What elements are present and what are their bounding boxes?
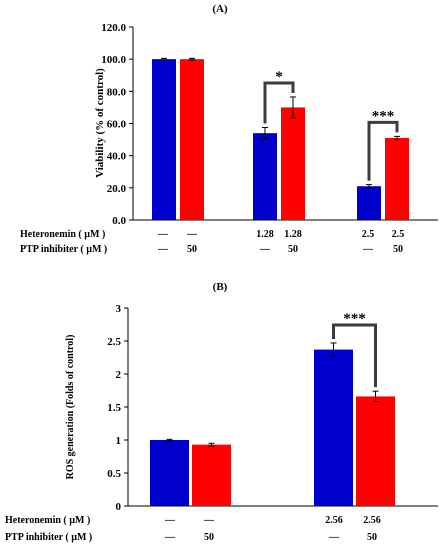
panel-b-treatment-value: — xyxy=(164,515,176,526)
panel-a-significance-marker: * xyxy=(275,69,283,85)
panel-b-bar-g1-blue xyxy=(150,440,189,506)
panel-a-ytick-label: 100.0 xyxy=(101,54,126,66)
panel-a-ytick-label: 0.0 xyxy=(112,215,126,227)
panel-b-treatment-value: 50 xyxy=(204,532,214,543)
panel-a-bar-g1-blue xyxy=(152,59,176,220)
panel-a-significance-bracket xyxy=(263,81,295,124)
panel-a-treatment-value: 2.5 xyxy=(392,229,405,240)
panel-b-treatment-label: Heteronemin ( µM ) xyxy=(5,515,90,526)
panel-a-ytick-label: 20.0 xyxy=(107,183,127,195)
panel-b-bar-g1-red xyxy=(192,444,231,506)
panel-b-bar-g2-blue xyxy=(314,349,353,506)
panel-b-treatment-value: 50 xyxy=(367,532,377,543)
panel-a-treatment-value: 50 xyxy=(187,244,197,255)
panel-b-ytick-label: 0 xyxy=(116,501,122,513)
panel-b-treatment-value: — xyxy=(328,532,340,543)
panel-b-ytick-label: 1 xyxy=(116,435,122,447)
panel-a-ytick-label: 40.0 xyxy=(107,151,127,163)
panel-b-bar-g2-red xyxy=(356,396,395,506)
panel-a-bar-g1-red xyxy=(180,59,204,220)
panel-b-significance-marker: *** xyxy=(343,311,366,327)
panel-a-significance-marker: *** xyxy=(372,108,395,124)
panel-a-treatment-value: — xyxy=(362,244,374,255)
panel-a-treatment-value: 50 xyxy=(393,244,403,255)
panel-b-treatment-value: 2.56 xyxy=(325,515,343,526)
panel-a-treatment-value: 50 xyxy=(288,244,298,255)
panel-b-treatment-value: — xyxy=(164,532,176,543)
panel-a-treatment-value: 2.5 xyxy=(362,229,375,240)
panel-b-ytick-label: 2.5 xyxy=(107,336,121,348)
panel-b-label: (B) xyxy=(213,281,228,293)
panel-a-ytick-label: 120.0 xyxy=(101,22,126,34)
panel-a-bar-g2-blue xyxy=(253,133,277,220)
panel-b-ytick-label: 2 xyxy=(116,369,122,381)
panel-a-bar-g2-red xyxy=(281,107,305,220)
panel-a-y-axis-title: Viability (% of control) xyxy=(94,68,106,178)
panel-b-significance-bracket xyxy=(332,323,377,388)
panel-a-ytick-label: 80.0 xyxy=(107,86,127,98)
panel-a-treatment-value: 1.28 xyxy=(256,229,274,240)
panel-b-ytick-label: 1.5 xyxy=(107,402,121,414)
panel-a-ytick-label: 60.0 xyxy=(107,119,127,131)
panel-a-treatment-value: — xyxy=(186,229,198,240)
panel-a-treatment-label: PTP inhibiter ( µM ) xyxy=(20,244,107,255)
panel-a-bar-g3-red xyxy=(385,137,409,220)
panel-a-treatment-value: 1.28 xyxy=(284,229,302,240)
panel-b-y-axis-title: ROS generation (Folds of control) xyxy=(65,335,76,480)
panel-a-treatment-value: — xyxy=(157,229,169,240)
panel-a-bar-g3-blue xyxy=(357,186,381,220)
panel-a-label: (A) xyxy=(212,3,228,15)
panel-b-treatment-label: PTP inhibiter ( µM ) xyxy=(5,532,92,543)
panel-b-ytick-label: 3 xyxy=(116,303,122,315)
panel-b-ytick-label: 0.5 xyxy=(107,468,121,480)
panel-a-treatment-label: Heteronemin ( µM ) xyxy=(20,229,105,240)
panel-b-treatment-value: — xyxy=(203,515,215,526)
panel-a-significance-bracket xyxy=(367,120,399,181)
panel-a-treatment-value: — xyxy=(157,244,169,255)
panel-a-treatment-value: — xyxy=(259,244,271,255)
panel-b-treatment-value: 2.56 xyxy=(363,515,381,526)
